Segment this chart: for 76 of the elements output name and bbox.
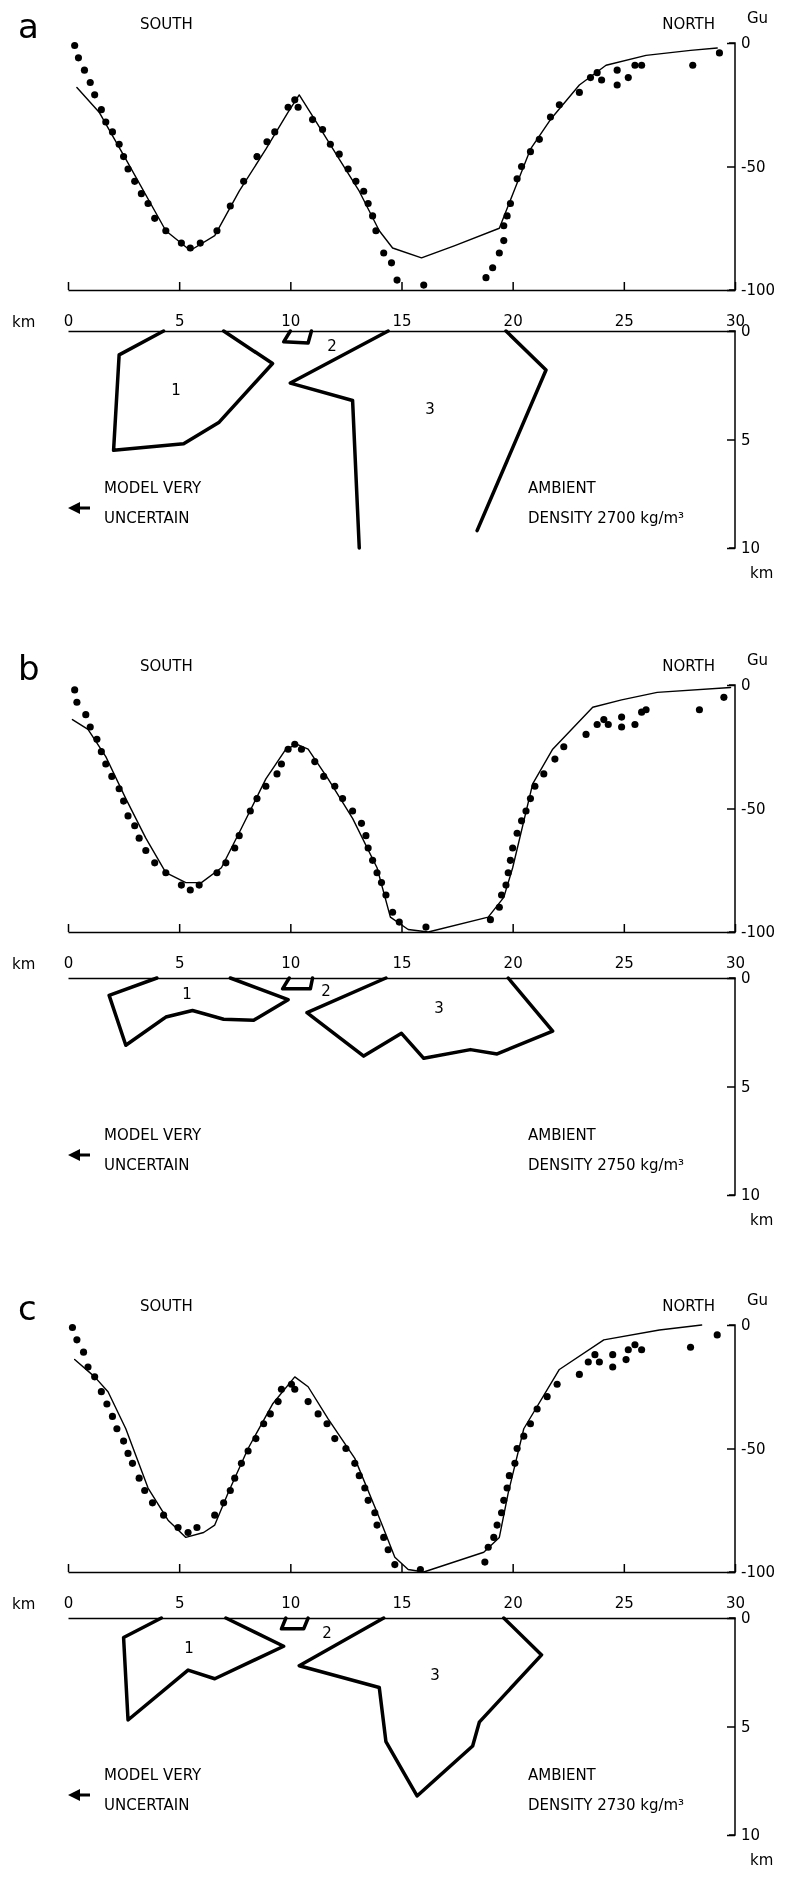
x-tick-label: 10 xyxy=(281,1593,301,1612)
annotation: 3 xyxy=(430,1666,440,1685)
text: NORTH xyxy=(662,15,715,33)
text: SOUTH xyxy=(140,1297,193,1315)
x-tick-label: 20 xyxy=(503,953,523,972)
y-tick-label: -50 xyxy=(741,1439,766,1458)
x-axis-title: km xyxy=(12,1595,36,1613)
annotation: 1 xyxy=(171,381,181,400)
annotation: AMBIENT xyxy=(528,1766,597,1784)
x-tick-label: 0 xyxy=(63,311,74,330)
x-tick-label: 15 xyxy=(392,953,412,972)
y-tick-label: 10 xyxy=(741,1826,761,1845)
y-tick-label: 5 xyxy=(741,1077,751,1096)
x-tick-label: 5 xyxy=(174,311,185,330)
annotation: DENSITY 2750 kg/m³ xyxy=(528,1156,685,1174)
y-tick-label: 10 xyxy=(741,1186,761,1205)
annotation: 2 xyxy=(327,337,337,356)
x-tick-label: 10 xyxy=(281,953,301,972)
annotation: AMBIENT xyxy=(528,1126,597,1144)
y-tick-label: -50 xyxy=(741,799,766,818)
y-tick-label: 0 xyxy=(741,676,751,695)
y-tick-label: 0 xyxy=(741,1316,751,1335)
x-tick-label: 30 xyxy=(725,1593,746,1612)
y-tick-label: 5 xyxy=(741,430,751,449)
annotation: MODEL VERY xyxy=(104,1126,203,1144)
x-tick-label: 15 xyxy=(392,1593,412,1612)
y-tick-label: 0 xyxy=(741,969,751,988)
x-tick-label: 0 xyxy=(63,953,74,972)
text: NORTH xyxy=(662,1297,715,1315)
annotation: UNCERTAIN xyxy=(104,1156,190,1174)
annotation: 2 xyxy=(321,982,331,1001)
chart-title: c xyxy=(18,1288,37,1328)
x-axis-title: km xyxy=(12,955,36,973)
text: SOUTH xyxy=(140,657,193,675)
chart-title: a xyxy=(18,6,39,46)
y-tick-label: 0 xyxy=(741,34,751,53)
annotation: DENSITY 2730 kg/m³ xyxy=(528,1796,685,1814)
x-tick-label: 25 xyxy=(614,1593,634,1612)
y-tick-label: 10 xyxy=(741,539,761,558)
annotation: 3 xyxy=(425,400,435,419)
x-tick-label: 15 xyxy=(392,311,412,330)
x-tick-label: 30 xyxy=(725,953,746,972)
y-tick-label: -100 xyxy=(741,281,776,300)
y-tick-label: -50 xyxy=(741,157,766,176)
annotation: DENSITY 2700 kg/m³ xyxy=(528,509,685,527)
annotation: 1 xyxy=(182,985,192,1004)
annotation: MODEL VERY xyxy=(104,479,203,497)
x-tick-label: 25 xyxy=(614,311,634,330)
x-tick-label: 20 xyxy=(503,311,523,330)
y-axis-title: km xyxy=(750,1211,774,1229)
x-tick-label: 10 xyxy=(281,311,301,330)
annotation: MODEL VERY xyxy=(104,1766,203,1784)
annotation: 2 xyxy=(322,1624,332,1643)
x-tick-label: 5 xyxy=(174,953,185,972)
y-axis-title: km xyxy=(750,1851,774,1869)
annotation: AMBIENT xyxy=(528,479,597,497)
y-tick-label: 5 xyxy=(741,1717,751,1736)
text: SOUTH xyxy=(140,15,193,33)
annotation: UNCERTAIN xyxy=(104,509,190,527)
x-axis-title: km xyxy=(12,313,36,331)
annotation: 3 xyxy=(434,999,444,1018)
y-axis-title: Gu xyxy=(747,651,769,669)
annotation: 1 xyxy=(184,1639,194,1658)
y-axis-title: km xyxy=(750,564,774,582)
x-tick-label: 5 xyxy=(174,1593,185,1612)
x-tick-label: 20 xyxy=(503,1593,523,1612)
y-tick-label: -100 xyxy=(741,923,776,942)
annotation: UNCERTAIN xyxy=(104,1796,190,1814)
x-tick-label: 25 xyxy=(614,953,634,972)
chart-title: b xyxy=(18,648,40,688)
x-tick-label: 0 xyxy=(63,1593,74,1612)
y-axis-title: Gu xyxy=(747,9,769,27)
y-tick-label: -100 xyxy=(741,1563,776,1582)
y-axis-title: Gu xyxy=(747,1291,769,1309)
text: NORTH xyxy=(662,657,715,675)
y-tick-label: 0 xyxy=(741,1609,751,1628)
